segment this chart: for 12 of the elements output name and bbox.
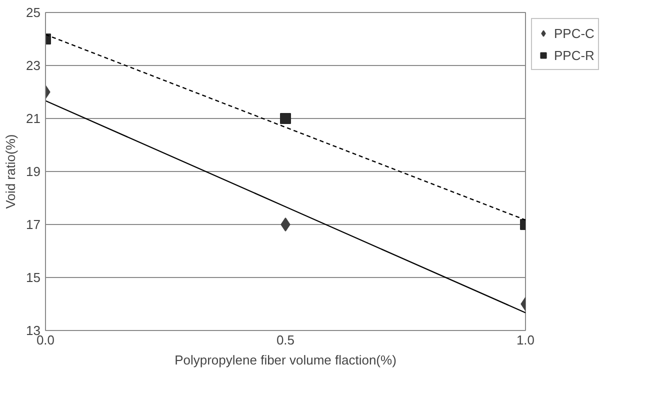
y-tick-label: 21: [26, 111, 41, 126]
legend-label: PPC-C: [554, 26, 594, 40]
legend-label: PPC-R: [554, 48, 594, 62]
y-tick-label: 23: [26, 58, 41, 73]
x-tick-label: 0.5: [276, 332, 295, 348]
y-axis-title: Void ratio(%): [3, 134, 18, 209]
x-axis-title: Polypropylene fiber volume flaction(%): [174, 352, 396, 368]
y-tick-label: 19: [26, 164, 41, 179]
y-tick-label: 15: [26, 270, 41, 285]
y-tick-label: 17: [26, 217, 41, 232]
x-tick-label: 1.0: [516, 332, 535, 348]
y-tick-label: 25: [26, 5, 41, 20]
